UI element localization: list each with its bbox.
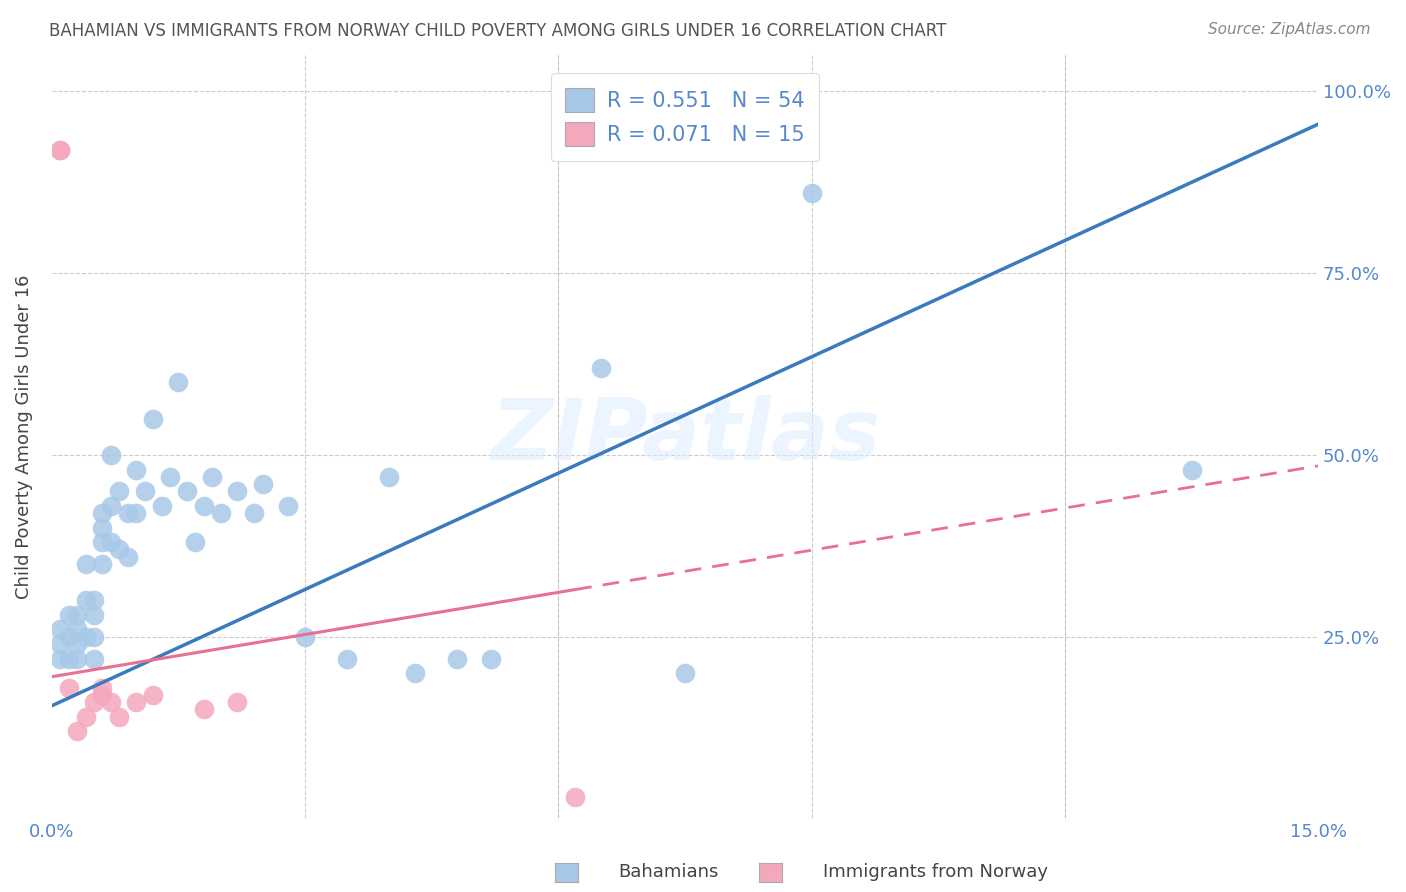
Point [142,688,165,702]
Point [83,651,105,665]
Point [184,535,207,549]
Point [479,651,502,665]
Text: Immigrants from Norway: Immigrants from Norway [823,863,1047,881]
Point [91,557,114,571]
Point [100,695,122,709]
Point [336,651,359,665]
Point [66,724,89,739]
Point [277,499,299,513]
Point [75,709,97,723]
Point [252,477,274,491]
Point [142,411,165,425]
Point [83,630,105,644]
Point [58,651,80,665]
Y-axis label: Child Poverty Among Girls Under 16: Child Poverty Among Girls Under 16 [15,275,32,599]
Point [564,789,586,804]
Point [49,637,72,651]
Text: Bahamians: Bahamians [619,863,718,881]
Point [100,535,122,549]
Point [167,376,190,390]
Point [58,630,80,644]
Point [125,695,148,709]
Point [49,623,72,637]
Point [91,681,114,695]
Text: BAHAMIAN VS IMMIGRANTS FROM NORWAY CHILD POVERTY AMONG GIRLS UNDER 16 CORRELATIO: BAHAMIAN VS IMMIGRANTS FROM NORWAY CHILD… [49,22,946,40]
Point [58,681,80,695]
Point [193,702,215,716]
Point [150,499,173,513]
Point [226,484,249,499]
Point [75,557,97,571]
Point [117,506,139,520]
Point [66,637,89,651]
Point [66,651,89,665]
Point [800,186,823,201]
Point [404,666,426,681]
Point [209,506,232,520]
Point [243,506,266,520]
Point [193,499,215,513]
Text: ZIPatlas: ZIPatlas [489,395,880,478]
Point [108,709,131,723]
Point [91,688,114,702]
Point [589,360,612,375]
Point [75,593,97,607]
Point [49,143,72,157]
Point [226,695,249,709]
Point [108,542,131,557]
Point [83,593,105,607]
Point [201,470,224,484]
Point [117,549,139,564]
Point [100,448,122,462]
Point [75,630,97,644]
Point [446,651,468,665]
Point [66,607,89,622]
Point [134,484,156,499]
Point [49,143,72,157]
Point [58,607,80,622]
Point [673,666,696,681]
Point [1180,462,1202,476]
Point [91,535,114,549]
Point [108,484,131,499]
Point [91,521,114,535]
Point [66,623,89,637]
Text: Source: ZipAtlas.com: Source: ZipAtlas.com [1208,22,1371,37]
Point [49,651,72,665]
Legend: R = 0.551   N = 54, R = 0.071   N = 15: R = 0.551 N = 54, R = 0.071 N = 15 [551,73,820,161]
Point [125,462,148,476]
Point [176,484,198,499]
Point [294,630,316,644]
Point [83,695,105,709]
Point [125,506,148,520]
Point [83,607,105,622]
Point [378,470,401,484]
Point [159,470,181,484]
Point [91,506,114,520]
Point [100,499,122,513]
